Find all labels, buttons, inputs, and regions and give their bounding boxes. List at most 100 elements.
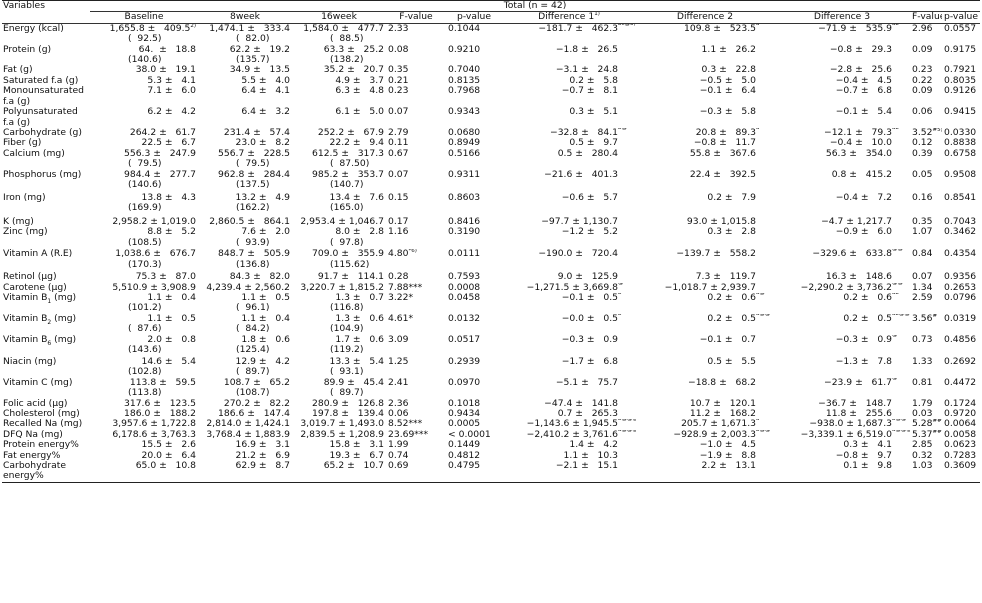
cell-baseline-text: 186.0 ± 188.2 (124, 408, 196, 419)
cell-difference-3: −1.3 ± 7.8 (774, 357, 910, 378)
cell-16week-text: 1,584.0 ± 477.7 (303, 23, 384, 34)
cell-difference-1-text: 9.0 ± 125.9 (557, 272, 618, 283)
cell-16week: 91.7 ± 114.1 (292, 272, 386, 282)
cell-p-value-2: 0.0058 (944, 429, 977, 440)
cell-difference-3-text: −0.9 ± 6.0 (835, 227, 892, 238)
row-label-unit: (mg) (51, 292, 77, 303)
cell-f-value-1-text: 0.15 (388, 192, 409, 203)
cell-f-value-1: 0.06 (386, 409, 446, 419)
row-label-text: Protein energy% (3, 440, 79, 451)
cell-f-value-1-text: 0.69 (388, 460, 409, 471)
cell-difference-3: −2,290.2 ± 3,736.2 @@ (800, 282, 903, 293)
cell-difference-1: −1,271.5 ± 3,669.8 @ (526, 282, 624, 293)
cell-f-value-2-text: 0.03 (912, 408, 933, 419)
cell-p-value-1: 0.5166 (448, 148, 481, 159)
cell-difference-2-text: −0.3 ± 5.8 (699, 107, 756, 118)
cell-difference-1: 0.5 ± 9.7 (502, 138, 636, 148)
cell-difference-2-text: −928.9 ± 2,003.3 (673, 429, 756, 440)
cell-baseline: 6,178.6 ± 3,763.3 (90, 430, 198, 440)
cell-8week-text: 3,768.4 ± 1,883.9 (206, 429, 290, 440)
cell-p-value-2: 0.7043 (944, 216, 977, 227)
row-label-text: Vitamin C (mg) (3, 377, 73, 388)
cell-difference-3-text: 56.3 ± 354.0 (825, 148, 892, 159)
cell-difference-3-text: −2,290.2 ± 3,736.2 (800, 282, 892, 293)
cell-difference-2-text: 0.5 ± 5.5 (707, 356, 756, 367)
cell-baseline-text: 14.6 ± 5.4 (141, 356, 196, 367)
cell-f-value-2-text: 0.16 (912, 192, 933, 203)
cell-p-value-2: 0.9126 (944, 86, 977, 97)
cell-f-value-1-text: 2.36 (388, 398, 409, 409)
cell-8week-text: 1.1 ± 0.4 (241, 313, 290, 324)
table-row: Vitamin A (R.E) 1,038.6 ± 676.7 (170.3) 848… (2, 249, 980, 272)
cell-p-value-1: 0.0458 (448, 292, 481, 303)
cell-8week-percent: (162.2) (236, 202, 270, 214)
cell-difference-2-text: −1.9 ± 8.8 (699, 450, 756, 461)
cell-16week-text: 280.9 ± 126.8 (312, 398, 384, 409)
cell-baseline-percent: (101.2) (128, 302, 162, 314)
cell-baseline-percent: ( 92.5) (128, 33, 162, 45)
cell-f-value-1-text: 7.88*** (388, 282, 423, 293)
cell-difference-2-text: 93.0 ± 1,015.8 (686, 216, 756, 227)
cell-difference-3-text: −1.3 ± 7.8 (835, 356, 892, 367)
cell-16week-text: 13.4 ± 7.6 (329, 192, 384, 203)
cell-difference-1-text: −1.7 ± 6.8 (561, 356, 618, 367)
cell-16week-percent: (104.9) (330, 323, 364, 335)
table-row: Cholesterol (mg) 186.0 ± 188.2 186.6 ± 147… (2, 409, 980, 419)
cell-f-value-2: 0.73 (910, 335, 942, 357)
cell-16week-percent: (116.8) (330, 302, 364, 314)
cell-difference-1: −2.1 ± 15.1 (502, 460, 636, 483)
cell-difference-3: 11.8 ± 255.6 (774, 409, 910, 419)
cell-16week-percent: (138.2) (330, 54, 364, 66)
cell-f-value-1: 0.11 (386, 138, 446, 148)
col-difference-1: Difference 11) (502, 11, 636, 24)
col-baseline: Baseline (90, 11, 198, 24)
cell-p-value-1: 0.8135 (448, 75, 481, 86)
cell-8week: 962.8 ± 284.4 (137.5) (198, 170, 292, 193)
cell-f-value-2: 0.16 (910, 193, 942, 217)
row-label-text: Phosphorus (mg) (3, 169, 82, 180)
cell-f-value-2-text: 0.32 (912, 450, 933, 461)
cell-16week: 4.9 ± 3.7 (292, 76, 386, 86)
cell-difference-2: 0.5 ± 5.5 (636, 357, 774, 378)
cell-baseline-text: 6.2 ± 4.2 (147, 107, 196, 118)
cell-difference-3: −2.8 ± 25.6 (774, 65, 910, 75)
cell-p-value-1: 0.9210 (448, 44, 481, 55)
cell-difference-2: −1.0 ± 4.5 (636, 440, 774, 450)
cell-16week-text: 35.2 ± 20.7 (323, 65, 384, 76)
row-label-unit: (mg) (51, 334, 77, 345)
cell-8week-text: 108.7 ± 65.2 (223, 377, 290, 388)
cell-difference-3-text: 0.2 ± 0.6 (843, 292, 892, 303)
cell-difference-1-text: −0.3 ± 0.9 (561, 334, 618, 345)
cell-baseline-text: 22.5 ± 6.7 (141, 138, 196, 149)
cell-f-value-1: 0.07 (386, 107, 446, 128)
cell-difference-2: −0.8 ± 11.7 (636, 138, 774, 148)
cell-p-value-1: 0.2939 (448, 356, 481, 367)
cell-f-value-2-text: 0.09 (912, 44, 933, 55)
cell-f-value-2-text: 0.73 (912, 334, 933, 345)
cell-difference-2: 1.1 ± 26.2 (636, 45, 774, 66)
cell-difference-3-text: −71.9 ± 535.9 (818, 23, 892, 34)
cell-difference-2: 93.0 ± 1,015.8 (636, 217, 774, 227)
cell-8week-text: 84.3 ± 82.0 (229, 272, 290, 283)
cell-p-value-1: 0.1449 (448, 440, 481, 451)
cell-f-value-1: 7.88*** (386, 283, 446, 293)
cell-difference-1: 1.4 ± 4.2 (502, 440, 636, 450)
cell-8week-text: 1.1 ± 0.5 (241, 292, 290, 303)
cell-difference-2: 55.8 ± 367.6 (636, 149, 774, 170)
cell-p-value-2: 0.9720 (944, 408, 977, 419)
cell-16week: 13.3 ± 5.4( 93.1) (292, 357, 386, 378)
cell-difference-3: −0.4 ± 10.0 (774, 138, 910, 148)
cell-baseline-percent: ( 79.5) (128, 158, 162, 170)
table-row: DFQ Na (mg) 6,178.6 ± 3,763.3 3,768.4 ± 1,… (2, 430, 980, 440)
cell-f-value-2: 0.84 (910, 249, 942, 272)
cell-f-value-1-text: 3.09 (388, 334, 409, 345)
cell-difference-3-text: −4.7 ± 1,217.7 (821, 216, 892, 227)
table-row: Protein energy% 15.5 ± 2.6 16.9 ± 3.1 15.8 … (2, 440, 980, 450)
cell-8week: 4,239.4 ± 2,560.2 (198, 283, 292, 293)
cell-difference-2-text: −139.7 ± 558.2 (676, 249, 756, 260)
cell-p-value-2: 0.8838 (944, 138, 977, 149)
row-label-text: Zinc (mg) (3, 227, 48, 238)
cell-difference-2: −1.9 ± 8.8 (636, 451, 774, 461)
cell-difference-2: 22.4 ± 392.5 (636, 170, 774, 193)
cell-f-value-2-text: 1.79 (912, 398, 933, 409)
